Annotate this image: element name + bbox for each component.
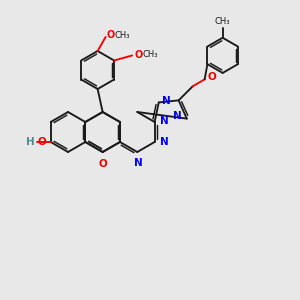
- Text: CH₃: CH₃: [115, 31, 130, 40]
- Text: O: O: [37, 137, 46, 147]
- Text: H: H: [26, 137, 35, 147]
- Text: CH₃: CH₃: [215, 17, 230, 26]
- Text: O: O: [208, 72, 216, 82]
- Text: N: N: [160, 137, 168, 147]
- Text: N: N: [162, 96, 170, 106]
- Text: O: O: [98, 159, 107, 169]
- Text: N: N: [134, 158, 143, 168]
- Text: O: O: [106, 30, 115, 40]
- Text: O: O: [134, 50, 142, 59]
- Text: N: N: [160, 116, 168, 126]
- Text: CH₃: CH₃: [142, 50, 158, 59]
- Text: N: N: [173, 111, 182, 121]
